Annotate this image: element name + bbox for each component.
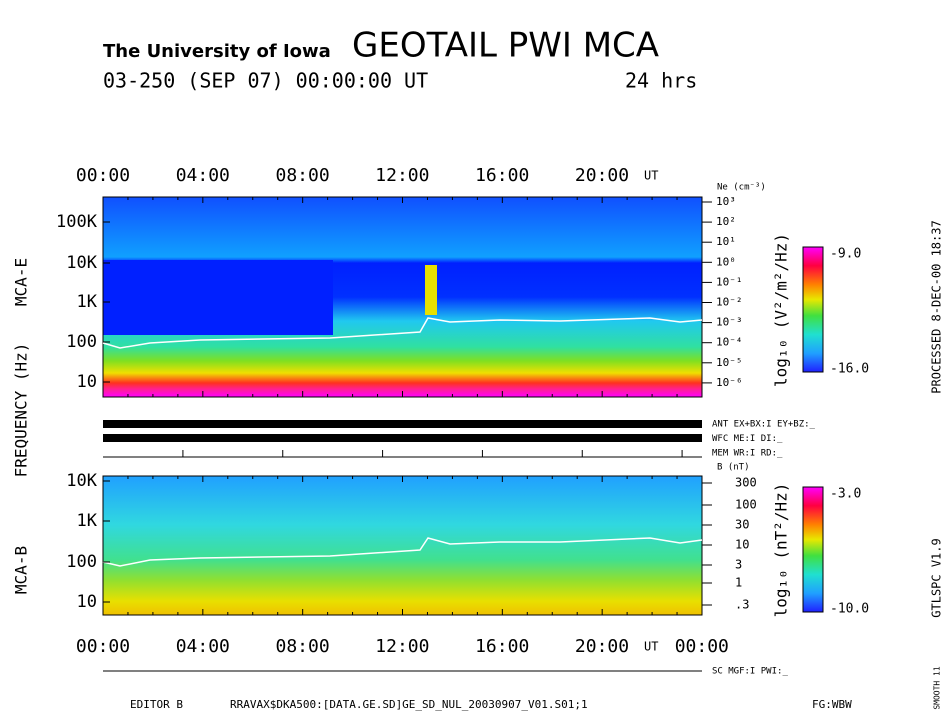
density-label: 10³ [716, 195, 736, 208]
spectrogram-region [425, 265, 437, 315]
freq-label: 100 [66, 332, 97, 352]
density-label: 10⁻³ [716, 316, 743, 329]
density-label: 10⁻¹ [716, 275, 743, 288]
time-label: 08:00 [276, 165, 330, 186]
file: RRAVAX$DKA500:[DATA.GE.SD]GE_SD_NUL_2003… [230, 698, 588, 711]
field-label: 3 [735, 558, 742, 572]
time-label: 00:00 [675, 636, 729, 657]
colorbar-label: log₁₀ (V²/m²/Hz) [772, 233, 791, 387]
density-label: 10² [716, 215, 736, 228]
freq-label: 1K [77, 511, 98, 531]
field-label: 100 [735, 498, 757, 512]
density-label: 10⁻⁶ [716, 376, 743, 389]
field-label: .3 [735, 598, 749, 612]
axis-label: FREQUENCY (Hz) [12, 343, 31, 478]
time-label: 16:00 [475, 636, 529, 657]
time-label: 04:00 [176, 636, 230, 657]
status-label: WFC ME:I DI:_ [712, 434, 783, 444]
time-label: UT [644, 640, 658, 654]
field-label: 30 [735, 518, 749, 532]
colorbar-label: log₁₀ (nT²/Hz) [772, 483, 791, 618]
colorbar-min: -16.0 [830, 362, 869, 377]
time-label: 12:00 [375, 165, 429, 186]
axis-label: MCA-E [12, 258, 31, 306]
axis-title: B (nT) [717, 463, 750, 473]
header: The University of Iowa GEOTAIL PWI MCA [103, 26, 659, 66]
freq-label: 10 [77, 592, 97, 612]
colorbar-max: -3.0 [830, 487, 861, 502]
sc-status: SC MGF:I PWI:_ [712, 667, 788, 677]
freq-label: 10K [66, 253, 97, 273]
status-label: ANT EX+BX:I EY+BZ:_ [712, 420, 816, 430]
version: GTLSPC V1.9 [930, 538, 944, 617]
freq-label: 100K [56, 212, 98, 232]
status-label: MEM WR:I RD:_ [712, 449, 783, 459]
status-bar [103, 434, 702, 442]
title: GEOTAIL PWI MCA [352, 26, 659, 66]
status-bar [103, 420, 702, 428]
density-label: 10⁻⁴ [716, 336, 743, 349]
density-label: 10⁻² [716, 296, 743, 309]
time-label: 00:00 [76, 636, 130, 657]
time-label: 00:00 [76, 165, 130, 186]
editor: EDITOR B [130, 698, 183, 711]
colorbar-min: -10.0 [830, 602, 869, 617]
colorbar [802, 486, 824, 613]
span: 24 hrs [625, 69, 697, 93]
time-label: 16:00 [475, 165, 529, 186]
freq-label: 1K [77, 292, 98, 312]
time-label: 04:00 [176, 165, 230, 186]
mca-b-spectrogram [103, 476, 702, 615]
smooth: SMOOTH 11 [933, 666, 942, 710]
freq-label: 10K [66, 471, 97, 491]
density-trace [102, 317, 703, 349]
density-label: 10¹ [716, 235, 736, 248]
colorbar [802, 246, 824, 373]
axis-title: Ne (cm⁻³) [717, 183, 766, 193]
field-label: 1 [735, 576, 742, 590]
fg: FG:WBW [812, 698, 852, 711]
field-trace [102, 537, 703, 567]
date: 03-250 (SEP 07) 00:00:00 UT [103, 69, 428, 93]
time-label: 20:00 [575, 636, 629, 657]
freq-label: 10 [77, 372, 97, 392]
axis-label: MCA-B [12, 546, 31, 594]
field-label: 10 [735, 538, 749, 552]
field-label: 300 [735, 476, 757, 490]
density-label: 10⁻⁵ [716, 356, 743, 369]
processed: PROCESSED 8-DEC-00 18:37 [930, 220, 944, 393]
time-label: 12:00 [375, 636, 429, 657]
freq-label: 100 [66, 552, 97, 572]
spectrogram-region [103, 260, 333, 335]
time-label: 08:00 [276, 636, 330, 657]
colorbar-max: -9.0 [830, 247, 861, 262]
density-label: 10⁰ [716, 255, 736, 268]
time-label: UT [644, 169, 658, 183]
institution: The University of Iowa [103, 41, 331, 62]
time-label: 20:00 [575, 165, 629, 186]
